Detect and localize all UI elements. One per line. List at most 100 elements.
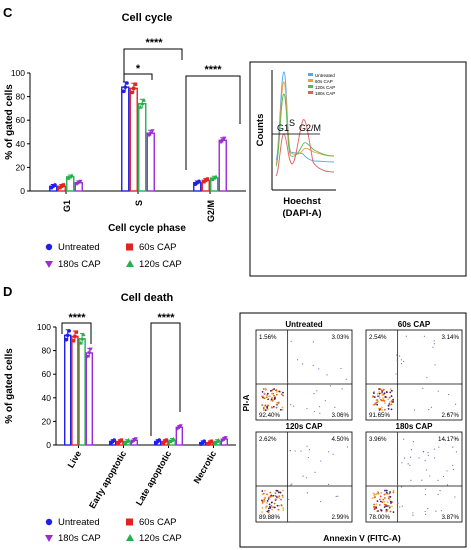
event-dot: [403, 438, 405, 440]
event-dot: [320, 460, 322, 462]
event-dot: [380, 509, 383, 512]
bar-180s-cap-s: [146, 132, 155, 192]
event-dot: [433, 448, 436, 450]
event-dot: [379, 388, 382, 391]
event-dot: [291, 483, 293, 485]
cell-death-bar-chart: 0 20 40 60 80 100 Live Early apoptotic Late apop…: [37, 322, 236, 510]
event-dot: [428, 408, 430, 411]
flow-plot-3: 180s CAP 3.96% 14.17% 78.00% 3.87%: [365, 422, 463, 523]
event-dot: [376, 392, 379, 395]
y-tick-label: 80: [16, 92, 26, 102]
event-dot: [266, 405, 268, 408]
sig-stars-g2m: ****: [204, 64, 222, 76]
event-dot: [385, 505, 388, 507]
y-tick-label: 20: [42, 416, 52, 426]
quadrant-ul-value: 1.56%: [259, 334, 277, 341]
event-dot: [372, 395, 375, 398]
legend-d-marker-untreated: [45, 518, 53, 526]
event-dot: [385, 489, 388, 492]
data-point: [204, 178, 208, 183]
histogram-legend-swatch-180s: [308, 91, 313, 94]
event-dot: [267, 511, 270, 514]
quadrant-lr-value: 3.87%: [441, 514, 459, 521]
event-dot: [268, 395, 271, 398]
event-dot: [313, 410, 316, 413]
event-dot: [261, 404, 264, 407]
data-point: [58, 185, 62, 190]
flow-ylabel: PI-A: [241, 395, 251, 412]
event-dot: [382, 399, 385, 401]
histogram-legend-swatch-60s: [308, 79, 313, 82]
event-dot: [396, 359, 398, 361]
legend-d-marker-180s: [45, 535, 53, 542]
event-dot: [425, 513, 427, 515]
event-dot: [288, 498, 290, 501]
event-dot: [392, 401, 395, 403]
data-point: [138, 105, 143, 109]
histogram-legend-swatch-untreated: [308, 73, 313, 76]
cell-death-title: Cell death: [121, 292, 174, 304]
flow-plot-title: 60s CAP: [398, 320, 431, 329]
event-dot: [274, 389, 277, 392]
quadrant-ul-value: 2.62%: [259, 436, 277, 443]
event-dot: [437, 390, 439, 392]
cell-cycle-yaxis-label: % of gated cells: [4, 84, 15, 160]
data-point: [202, 439, 206, 444]
x-tick-label: G2/M: [206, 200, 216, 222]
event-dot: [282, 507, 285, 509]
flow-events: [371, 438, 458, 516]
data-point: [112, 438, 116, 442]
data-point: [171, 436, 176, 441]
event-dot: [452, 446, 454, 448]
event-dot: [275, 393, 278, 396]
event-dot: [262, 395, 265, 398]
event-dot: [387, 404, 390, 407]
event-dot: [383, 497, 386, 499]
event-dot: [377, 510, 379, 512]
event-dot: [306, 492, 309, 494]
quadrant-lr-value: 2.67%: [441, 412, 459, 419]
event-dot: [290, 484, 292, 486]
bar-60s-cap-live: [71, 335, 79, 446]
event-dot: [312, 364, 314, 367]
event-dot: [396, 354, 398, 356]
event-dot: [266, 408, 269, 411]
event-dot: [376, 403, 379, 406]
event-dot: [267, 507, 270, 510]
event-dot: [264, 392, 266, 395]
histogram-legend: Untreated 60s CAP 120s CAP 180s CAP: [308, 73, 335, 96]
event-dot: [262, 407, 265, 410]
event-dot: [278, 390, 281, 393]
event-dot: [440, 510, 443, 512]
quadrant-ll-value: 89.88%: [259, 514, 280, 521]
event-dot: [373, 503, 376, 506]
event-dot: [263, 500, 265, 503]
sig-stars-s: ****: [145, 37, 163, 49]
y-tick-label: 20: [16, 162, 26, 172]
event-dot: [267, 404, 269, 407]
event-dot: [261, 390, 264, 393]
event-dot: [405, 335, 407, 337]
data-point: [214, 174, 218, 179]
event-dot: [422, 387, 424, 389]
y-tick-label: 100: [37, 322, 51, 332]
event-dot: [401, 462, 403, 464]
event-dot: [392, 398, 395, 401]
event-dot: [268, 503, 271, 506]
event-dot: [383, 500, 386, 503]
event-dot: [270, 501, 273, 504]
event-dot: [282, 509, 285, 512]
event-dot: [409, 456, 412, 458]
legend-d-marker-120s: [126, 534, 134, 541]
event-dot: [302, 475, 304, 477]
event-dot: [289, 449, 291, 452]
event-dot: [271, 396, 274, 399]
legend-marker-60s: [126, 243, 133, 251]
event-dot: [373, 506, 376, 509]
gate-label-g1: G1: [277, 123, 289, 133]
event-dot: [380, 392, 382, 395]
event-dot: [392, 491, 395, 494]
event-dot: [388, 498, 391, 501]
event-dot: [383, 506, 386, 508]
event-dot: [388, 492, 391, 495]
